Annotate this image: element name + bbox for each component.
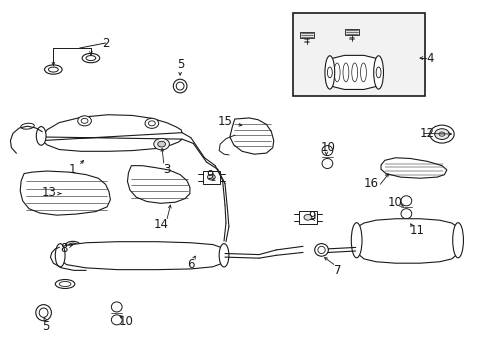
Ellipse shape xyxy=(373,56,383,89)
Ellipse shape xyxy=(173,79,186,93)
Ellipse shape xyxy=(327,67,331,78)
Ellipse shape xyxy=(78,116,91,126)
Polygon shape xyxy=(300,32,313,38)
Text: 4: 4 xyxy=(425,51,433,64)
Ellipse shape xyxy=(333,63,339,82)
Circle shape xyxy=(434,129,448,139)
Ellipse shape xyxy=(48,67,58,72)
Polygon shape xyxy=(380,158,446,178)
Ellipse shape xyxy=(44,65,62,74)
Text: 10: 10 xyxy=(320,140,335,153)
Ellipse shape xyxy=(59,282,71,287)
Ellipse shape xyxy=(325,56,334,89)
Polygon shape xyxy=(344,30,358,35)
Ellipse shape xyxy=(39,308,48,318)
Text: 11: 11 xyxy=(409,224,424,237)
Text: 7: 7 xyxy=(334,264,341,277)
Bar xyxy=(293,13,424,96)
Polygon shape xyxy=(58,242,225,270)
Text: 2: 2 xyxy=(102,36,109,50)
Circle shape xyxy=(429,125,453,143)
Polygon shape xyxy=(20,171,110,215)
Ellipse shape xyxy=(68,243,77,247)
Circle shape xyxy=(158,141,165,147)
Ellipse shape xyxy=(322,145,332,156)
Ellipse shape xyxy=(86,55,96,60)
Text: 5: 5 xyxy=(177,58,184,71)
Text: 10: 10 xyxy=(119,315,134,328)
Ellipse shape xyxy=(360,63,366,82)
Text: 8: 8 xyxy=(61,242,68,255)
Ellipse shape xyxy=(314,244,328,256)
Ellipse shape xyxy=(322,158,332,168)
Ellipse shape xyxy=(148,121,155,126)
Polygon shape xyxy=(42,115,182,151)
Ellipse shape xyxy=(82,53,100,63)
Polygon shape xyxy=(299,211,316,224)
Ellipse shape xyxy=(20,123,34,129)
Polygon shape xyxy=(355,219,458,263)
Ellipse shape xyxy=(400,196,411,206)
Circle shape xyxy=(70,243,76,247)
Ellipse shape xyxy=(342,63,348,82)
Ellipse shape xyxy=(145,118,158,129)
Ellipse shape xyxy=(350,223,361,258)
Text: 5: 5 xyxy=(42,320,49,333)
Ellipse shape xyxy=(36,305,51,321)
Circle shape xyxy=(154,138,169,150)
Ellipse shape xyxy=(219,244,228,267)
Ellipse shape xyxy=(351,63,357,82)
Circle shape xyxy=(304,215,311,220)
Ellipse shape xyxy=(176,82,183,90)
Text: 3: 3 xyxy=(163,163,170,176)
Circle shape xyxy=(438,132,444,136)
Ellipse shape xyxy=(65,241,80,249)
Text: 1: 1 xyxy=(69,163,77,176)
Text: 6: 6 xyxy=(187,258,194,271)
Polygon shape xyxy=(127,166,189,203)
Text: 9: 9 xyxy=(307,211,315,224)
Ellipse shape xyxy=(375,67,380,78)
Text: 9: 9 xyxy=(206,169,214,182)
Text: 10: 10 xyxy=(386,196,401,209)
Ellipse shape xyxy=(81,118,88,123)
Text: 15: 15 xyxy=(217,116,232,129)
Ellipse shape xyxy=(452,223,463,258)
Ellipse shape xyxy=(55,244,65,267)
Ellipse shape xyxy=(36,127,46,145)
Polygon shape xyxy=(329,55,378,89)
Circle shape xyxy=(207,174,215,180)
Ellipse shape xyxy=(317,246,325,253)
Ellipse shape xyxy=(55,279,75,288)
Text: 14: 14 xyxy=(154,218,169,231)
Text: 13: 13 xyxy=(42,186,57,199)
Ellipse shape xyxy=(111,315,122,325)
Polygon shape xyxy=(202,171,220,184)
Text: 16: 16 xyxy=(363,177,378,190)
Text: 12: 12 xyxy=(419,127,434,140)
Ellipse shape xyxy=(111,302,122,312)
Ellipse shape xyxy=(400,209,411,219)
Polygon shape xyxy=(229,118,273,154)
